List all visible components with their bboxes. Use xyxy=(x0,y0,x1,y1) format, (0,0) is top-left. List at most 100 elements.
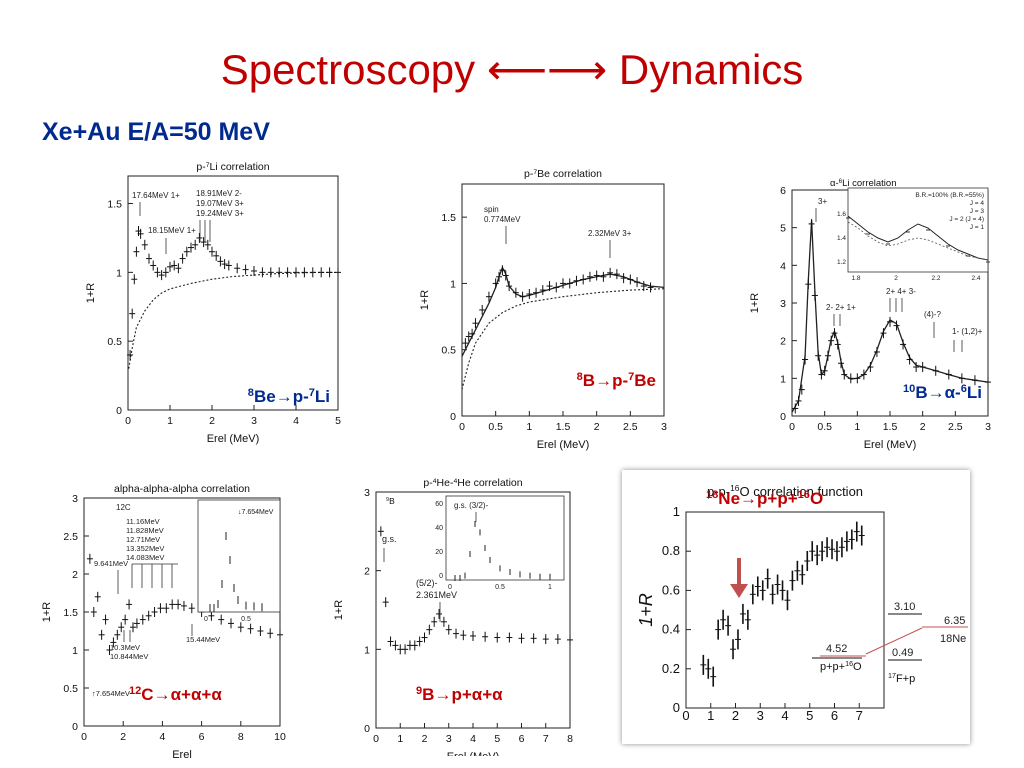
x-tick-label: 7 xyxy=(856,708,863,723)
x-tick-label: 2 xyxy=(594,421,600,433)
inset-x-tick-label: 2.4 xyxy=(971,275,980,282)
annotation-1271: 12.71MeV xyxy=(126,535,160,544)
level-label-635: 6.35 xyxy=(944,615,965,627)
inset-y-tick-label: 60 xyxy=(435,501,443,508)
chart-title: α-6Li correlation xyxy=(830,178,896,190)
chart-title: p-7Li correlation xyxy=(196,161,269,173)
inset-legend-entry: J = 3 xyxy=(970,208,985,215)
inset-y-tick-label: 1.4 xyxy=(837,235,846,242)
annotation-18-15: 18.15MeV 1+ xyxy=(148,226,196,235)
inset-x-tick-label: 2 xyxy=(894,275,898,282)
p-7be-correlation-plot: 0 0.5 1 1.5 2 2.5 3 0 0.5 1 1.5 p-7Be correlation Er… xyxy=(419,168,667,451)
y-tick-label: 1 xyxy=(450,278,456,290)
annotation-inset-7654: ↓7.654MeV xyxy=(238,509,274,516)
y-tick-label: 2 xyxy=(364,566,370,578)
inset-y-tick-label: 0 xyxy=(439,573,443,580)
reaction-label: 12C→α+α+α xyxy=(129,685,222,704)
x-tick-label: 4 xyxy=(470,733,476,745)
x-tick-label: 1 xyxy=(854,421,860,433)
annotation-14083: 14.083MeV xyxy=(126,553,164,562)
inset-x-tick-label: 1.8 xyxy=(851,275,860,282)
level-label-049: 0.49 xyxy=(892,647,913,659)
annotation-13352: 13.352MeV xyxy=(126,544,164,553)
level-label-ppo: p+p+16O xyxy=(820,660,862,673)
x-axis-label: Erel xyxy=(172,749,192,760)
annotation-232: 2.32MeV 3+ xyxy=(588,229,632,238)
annotation-3plus: 3+ xyxy=(818,197,827,206)
x-tick-label: 1 xyxy=(167,415,173,427)
annotation-1m: 1- (1,2)+ xyxy=(952,327,983,336)
reaction-label: 8B→p-7Be xyxy=(577,371,656,390)
x-axis-label: Erel (MeV) xyxy=(864,439,917,451)
y-tick-label: 0.5 xyxy=(107,336,122,348)
annotation-7654: ↑7.654MeV xyxy=(92,689,130,698)
x-tick-label: 3 xyxy=(251,415,257,427)
x-tick-label: 0 xyxy=(125,415,131,427)
inset-legend-entry: J = 1 xyxy=(970,224,985,231)
x-tick-label: 5 xyxy=(494,733,500,745)
annotation-17-64: 17.64MeV 1+ xyxy=(132,191,180,200)
annotation-1116: 11.16MeV xyxy=(126,517,160,526)
annotation-0774: 0.774MeV xyxy=(484,215,521,224)
y-tick-label: 1.5 xyxy=(63,607,78,619)
y-tick-label: 6 xyxy=(780,185,786,197)
x-tick-label: 0 xyxy=(789,421,795,433)
inset-y-tick-label: 20 xyxy=(435,549,443,556)
annotation-19-24: 19.24MeV 3+ xyxy=(196,209,244,218)
x-tick-label: 4 xyxy=(159,731,165,743)
y-axis-label: 1+R xyxy=(749,293,761,314)
y-tick-label: 1 xyxy=(72,645,78,657)
x-tick-label: 0 xyxy=(373,733,379,745)
x-tick-label: 1.5 xyxy=(556,421,571,433)
annotation-1544: 15.44MeV xyxy=(186,635,220,644)
y-tick-label: 3 xyxy=(364,487,370,499)
x-tick-label: 2.5 xyxy=(623,421,638,433)
x-tick-label: 0 xyxy=(682,708,689,723)
y-tick-label: 0 xyxy=(364,723,370,735)
level-label-310: 3.10 xyxy=(894,601,915,613)
level-label-18ne: 18Ne xyxy=(940,633,966,645)
slide-subtitle: Xe+Au E/A=50 MeV xyxy=(42,118,270,146)
annotation-4q: (4)-? xyxy=(924,310,941,319)
y-tick-label: 3 xyxy=(72,493,78,505)
inset-legend-entry: J = 2 (J = 4) xyxy=(949,216,984,223)
x-tick-label: 3 xyxy=(661,421,667,433)
x-tick-label: 6 xyxy=(199,731,205,743)
y-tick-label: 1 xyxy=(673,504,680,519)
inset-y-tick-label: 1.6 xyxy=(837,211,846,218)
p-7li-correlation-plot: 0 1 2 3 4 5 0 0.5 1 1.5 p-7Li correlation Erel (MeV… xyxy=(85,161,341,445)
x-tick-label: 1 xyxy=(397,733,403,745)
x-tick-label: 3 xyxy=(985,421,991,433)
y-tick-label: 0 xyxy=(780,411,786,423)
y-tick-label: 0.5 xyxy=(441,345,456,357)
y-axis-label: 1+R xyxy=(41,602,53,623)
inset-fit-curve-2 xyxy=(847,221,989,261)
p-4he-4he-correlation-plot: 0 1 2 3 4 5 6 7 8 0 1 2 3 p-4He-4He correlation Erel (… xyxy=(333,477,573,763)
y-axis-label: 1+R xyxy=(333,600,345,621)
y-tick-label: 4 xyxy=(780,260,786,272)
y-tick-label: 0 xyxy=(673,700,680,715)
inset-legend-entry: B.R.=100% (B.R.=55%) xyxy=(915,192,984,199)
annotation-10844: 10.844MeV xyxy=(110,652,148,661)
x-tick-label: 8 xyxy=(567,733,573,745)
inset-frame xyxy=(847,187,989,273)
x-tick-label: 5 xyxy=(335,415,341,427)
y-tick-label: 2 xyxy=(72,569,78,581)
inset-x-tick-label: 0.5 xyxy=(495,584,505,591)
annotation-gs: g.s. xyxy=(382,534,397,544)
reaction-label: 8Be→p-7Li xyxy=(248,387,330,406)
inset-x-tick-label: 0 xyxy=(448,584,452,591)
y-tick-label: 0.6 xyxy=(662,582,680,597)
plot-panel-alpha-alpha-alpha: 0 2 4 6 8 10 0 0.5 1 1.5 2 2.5 3 alpha-alpha-alpha co… xyxy=(30,478,292,761)
y-tick-label: 5 xyxy=(780,223,786,235)
y-tick-label: 0.2 xyxy=(662,661,680,676)
annotation-18-91: 18.91MeV 2- xyxy=(196,189,242,198)
y-tick-label: 0 xyxy=(72,721,78,733)
inset-legend-entry: J = 4 xyxy=(970,200,985,207)
annotation-103: 10.3MeV xyxy=(110,643,140,652)
y-tick-label: 0.8 xyxy=(662,543,680,558)
annotation-19-07: 19.07MeV 3+ xyxy=(196,199,244,208)
x-tick-label: 3 xyxy=(757,708,764,723)
level-label-452: 4.52 xyxy=(826,643,847,655)
plot-panel-p-p-16o: 0 1 2 3 4 5 6 7 0 0.2 0.4 0.6 0.8 1 p-p-16O correlatio… xyxy=(622,470,970,744)
